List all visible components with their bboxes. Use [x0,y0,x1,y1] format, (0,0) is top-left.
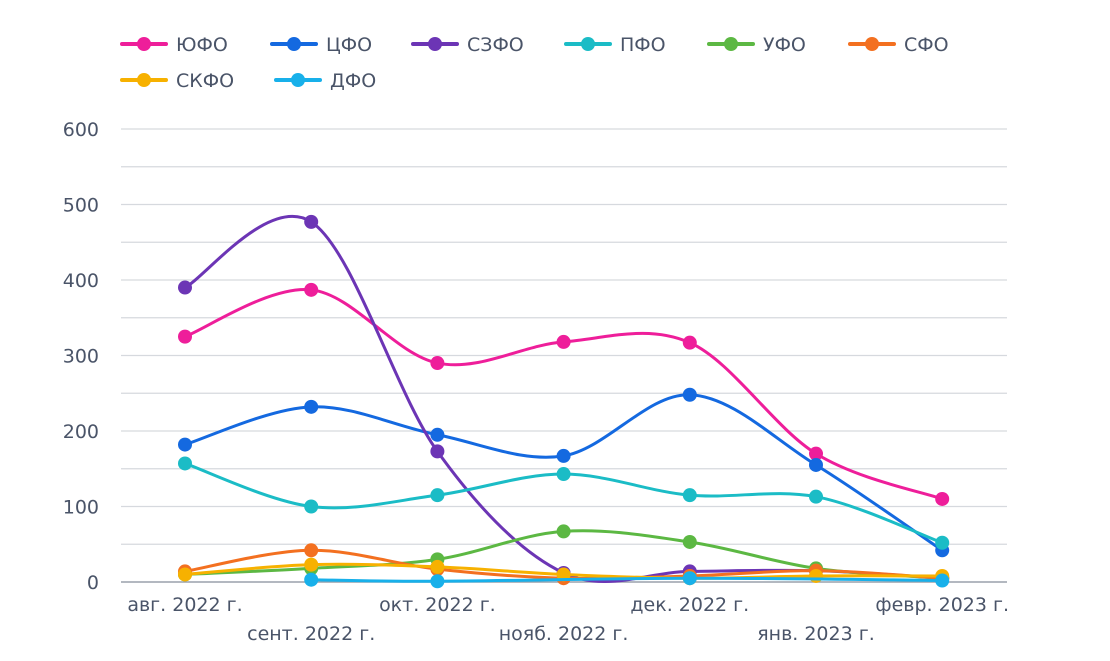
data-point[interactable] [809,489,823,504]
x-axis-ticks: авг. 2022 г.сент. 2022 г.окт. 2022 г.ноя… [127,594,1009,645]
data-point[interactable] [682,387,697,402]
legend-item[interactable]: ЮФО [120,34,228,56]
y-tick-label: 200 [63,421,99,443]
data-point[interactable] [178,280,192,295]
data-point[interactable] [430,427,445,442]
y-tick-label: 400 [63,270,99,292]
data-point[interactable] [556,448,571,463]
legend-swatch-marker [287,37,301,51]
data-point[interactable] [682,335,697,350]
x-tick-label: авг. 2022 г. [127,594,242,616]
data-point[interactable] [556,567,571,582]
series-2 [178,387,950,558]
data-point[interactable] [430,444,445,459]
data-point[interactable] [430,488,445,503]
legend-item[interactable]: СКФО [120,70,234,92]
y-tick-label: 600 [63,119,99,141]
data-point[interactable] [304,557,319,572]
x-tick-label: дек. 2022 г. [630,594,749,616]
data-point[interactable] [809,568,823,583]
legend-label: СЗФО [467,34,524,56]
y-tick-label: 100 [63,497,99,519]
y-tick-label: 0 [87,572,99,594]
legend-item[interactable]: ПФО [564,34,666,56]
series-8 [304,571,950,589]
data-point[interactable] [304,543,319,558]
data-point[interactable] [935,573,950,588]
legend-item[interactable]: СФО [848,34,949,56]
data-point[interactable] [178,456,192,471]
legend-item[interactable]: ДФО [274,70,376,92]
legend: ЮФО ЦФО СЗФО ПФО УФО СФО СКФО ДФО [120,34,949,92]
legend-label: ДФО [330,70,376,92]
data-point[interactable] [178,567,192,582]
data-point[interactable] [304,572,319,587]
legend-swatch-marker [724,37,738,51]
y-axis-ticks: 0 100 200 300 400 500 600 [63,119,99,594]
data-point[interactable] [430,356,445,371]
legend-swatch-marker [291,73,305,87]
data-point[interactable] [430,574,445,589]
x-tick-label: янв. 2023 г. [757,623,875,645]
data-point[interactable] [556,524,571,539]
x-tick-label: нояб. 2022 г. [499,623,629,645]
data-point[interactable] [556,467,571,482]
data-point[interactable] [935,491,950,506]
data-point[interactable] [304,282,319,297]
legend-label: УФО [763,34,806,56]
legend-swatch-marker [428,37,442,51]
y-tick-label: 500 [63,195,99,217]
series-4 [178,456,950,550]
data-point[interactable] [430,559,445,574]
data-point[interactable] [304,499,319,514]
legend-item[interactable]: ЦФО [270,34,372,56]
legend-label: ПФО [620,34,666,56]
data-point[interactable] [178,329,192,344]
series-1 [178,282,950,506]
data-point[interactable] [556,334,571,349]
data-point[interactable] [682,534,697,549]
data-point[interactable] [304,214,319,229]
y-tick-label: 300 [63,346,99,368]
data-point[interactable] [178,437,192,452]
x-tick-label: февр. 2023 г. [875,594,1009,616]
data-point[interactable] [304,399,319,414]
legend-label: СФО [904,34,949,56]
legend-label: СКФО [176,70,234,92]
legend-swatch-marker [865,37,879,51]
x-tick-label: сент. 2022 г. [247,623,375,645]
x-tick-label: окт. 2022 г. [379,594,496,616]
series-layer [178,214,950,589]
legend-label: ЮФО [176,34,228,56]
legend-swatch-marker [137,37,151,51]
legend-item[interactable]: УФО [707,34,806,56]
legend-swatch-marker [581,37,595,51]
data-point[interactable] [682,488,697,503]
series-line [309,576,944,583]
legend-swatch-marker [137,73,151,87]
legend-label: ЦФО [326,34,372,56]
data-point[interactable] [682,571,697,586]
legend-item[interactable]: СЗФО [411,34,524,56]
data-point[interactable] [935,535,950,550]
data-point[interactable] [809,457,823,472]
data-point[interactable] [809,446,823,461]
